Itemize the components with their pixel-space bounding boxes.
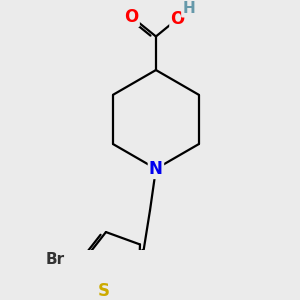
Text: Br: Br [46, 252, 65, 267]
Text: O: O [124, 8, 139, 26]
Text: H: H [182, 1, 195, 16]
Text: N: N [149, 160, 163, 178]
Text: O: O [170, 10, 185, 28]
Text: S: S [98, 282, 110, 300]
